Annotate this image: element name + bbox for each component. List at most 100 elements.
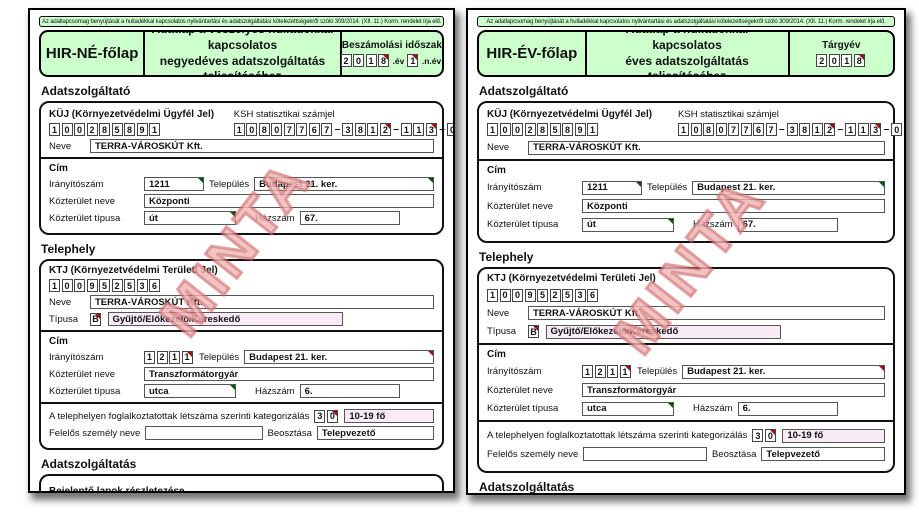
digit-box[interactable]: 7 [765, 123, 777, 136]
digit-box[interactable]: 3 [574, 288, 586, 302]
digit-box[interactable]: 8 [799, 123, 811, 136]
digit-box[interactable]: 1 [903, 123, 904, 136]
digit-box[interactable]: 7 [728, 123, 740, 136]
digit-box[interactable]: 1 [487, 288, 498, 302]
telephely-kozterulet-neve-field[interactable]: Transzformátorgyár [582, 383, 885, 397]
kozterulet-neve-field[interactable]: Központi [582, 199, 885, 213]
digit-box[interactable]: 0 [891, 123, 903, 136]
digit-box[interactable]: 0 [499, 123, 511, 136]
kozterulet-neve-field[interactable]: Központi [144, 194, 434, 208]
digit-box[interactable]: 0 [353, 54, 365, 67]
digit-box[interactable]: 0 [446, 123, 453, 136]
hazszam-field[interactable]: 67. [737, 217, 838, 232]
digit-box[interactable]: 8 [562, 123, 573, 136]
digit-box[interactable]: 1 [587, 123, 598, 136]
digit-box[interactable]: 0 [715, 123, 727, 136]
digit-box[interactable]: 6 [149, 279, 160, 292]
digit-box[interactable]: 1 [149, 123, 160, 136]
digit-box[interactable]: 1 [233, 123, 245, 136]
neve-field[interactable]: TERRA-VÁROSKÚT Kft. [528, 140, 885, 155]
digit-box[interactable]: 2 [824, 123, 836, 136]
iranyitoszam-field[interactable]: 1211 [582, 180, 642, 195]
digit-box[interactable]: 9 [136, 123, 148, 136]
digit-box[interactable]: B [90, 312, 101, 326]
digit-box[interactable]: 6 [753, 123, 765, 136]
digit-box[interactable]: 1 [811, 123, 823, 136]
digit-box[interactable]: 9 [86, 279, 98, 292]
digit-box[interactable]: 5 [99, 279, 110, 292]
digit-box[interactable]: 5 [111, 123, 123, 136]
letszam-value-field[interactable]: 10-19 fő [344, 409, 434, 423]
digit-box[interactable]: 1 [144, 350, 155, 364]
telephely-kozterulet-tipusa-field[interactable]: utca [144, 384, 236, 398]
tipusa-value-field[interactable]: Gyűjtő/Előkezelő/Kereskedő [107, 312, 343, 326]
telephely-neve-field[interactable]: TERRA-VÁROSKÚT Kft. [528, 306, 885, 320]
digit-box[interactable]: 8 [354, 123, 366, 136]
digit-box[interactable]: 3 [136, 279, 148, 292]
digit-box[interactable]: 7 [296, 123, 308, 136]
digit-box[interactable]: 1 [413, 123, 425, 136]
digit-box[interactable]: 3 [870, 123, 882, 136]
telephely-kozterulet-neve-field[interactable]: Transzformátorgyár [144, 367, 434, 381]
digit-box[interactable]: 1 [607, 365, 618, 378]
telepules-field[interactable]: Budapest 21. ker. [692, 180, 885, 195]
felelos-field[interactable] [583, 447, 707, 461]
digit-box[interactable]: 0 [690, 123, 702, 136]
digit-box[interactable]: 1 [169, 350, 180, 364]
digit-box[interactable]: 5 [124, 279, 135, 292]
digit-box[interactable]: B [528, 325, 539, 338]
beosztas-field[interactable]: Telepvezető [316, 426, 435, 440]
digit-box[interactable]: 2 [594, 365, 606, 378]
digit-box[interactable]: 1 [487, 123, 498, 136]
digit-box[interactable]: 9 [524, 288, 536, 302]
felelos-field[interactable] [145, 426, 263, 440]
digit-box[interactable]: 1 [619, 365, 631, 378]
digit-box[interactable]: 2 [524, 123, 536, 136]
tipusa-value-field[interactable]: Gyűjtő/Előkezelő/Kereskedő [545, 324, 781, 339]
digit-box[interactable]: 7 [283, 123, 295, 136]
digit-box[interactable]: 0 [74, 279, 85, 292]
digit-box[interactable]: 5 [549, 123, 561, 136]
digit-box[interactable]: 1 [400, 123, 412, 136]
kozterulet-tipusa-field[interactable]: út [582, 217, 674, 232]
digit-box[interactable]: 8 [258, 123, 270, 136]
digit-box[interactable]: 0 [61, 123, 73, 136]
telephely-hazszam-field[interactable]: 6. [299, 384, 400, 398]
letszam-value-field[interactable]: 10-19 fő [782, 428, 885, 443]
digit-box[interactable]: 5 [562, 288, 573, 302]
digit-box[interactable]: 3 [314, 409, 326, 423]
digit-box[interactable]: 8 [853, 54, 865, 67]
digit-box[interactable]: 1 [407, 54, 419, 67]
digit-box[interactable]: 1 [49, 279, 60, 292]
digit-box[interactable]: 0 [499, 288, 511, 302]
digit-box[interactable]: 3 [425, 123, 437, 136]
digit-box[interactable]: 1 [582, 365, 593, 378]
digit-box[interactable]: 2 [549, 288, 561, 302]
digit-box[interactable]: 3 [786, 123, 798, 136]
digit-box[interactable]: 1 [841, 54, 853, 67]
telepules-field[interactable]: Budapest 21. ker. [254, 177, 434, 191]
iranyitoszam-field[interactable]: 1211 [144, 177, 204, 191]
telephely-telepules-field[interactable]: Budapest 21. ker. [682, 364, 885, 379]
neve-field[interactable]: TERRA-VÁROSKÚT Kft. [90, 139, 434, 153]
digit-box[interactable]: 2 [379, 123, 391, 136]
digit-box[interactable]: 1 [49, 123, 60, 136]
kozterulet-tipusa-field[interactable]: út [144, 211, 236, 225]
digit-box[interactable]: 0 [61, 279, 73, 292]
digit-box[interactable]: 2 [86, 123, 98, 136]
digit-box[interactable]: 9 [574, 123, 586, 136]
digit-box[interactable]: 0 [271, 123, 283, 136]
digit-box[interactable]: 1 [181, 350, 193, 364]
digit-box[interactable]: 1 [857, 123, 869, 136]
digit-box[interactable]: 1 [845, 123, 857, 136]
hazszam-field[interactable]: 67. [299, 211, 400, 225]
telephely-telepules-field[interactable]: Budapest 21. ker. [244, 350, 434, 364]
digit-box[interactable]: 8 [703, 123, 715, 136]
digit-box[interactable]: 8 [99, 123, 110, 136]
digit-box[interactable]: 6 [308, 123, 320, 136]
digit-box[interactable]: 6 [587, 288, 598, 302]
telephely-hazszam-field[interactable]: 6. [737, 401, 838, 416]
digit-box[interactable]: 7 [740, 123, 752, 136]
digit-box[interactable]: 0 [246, 123, 258, 136]
digit-box[interactable]: 0 [326, 409, 338, 423]
